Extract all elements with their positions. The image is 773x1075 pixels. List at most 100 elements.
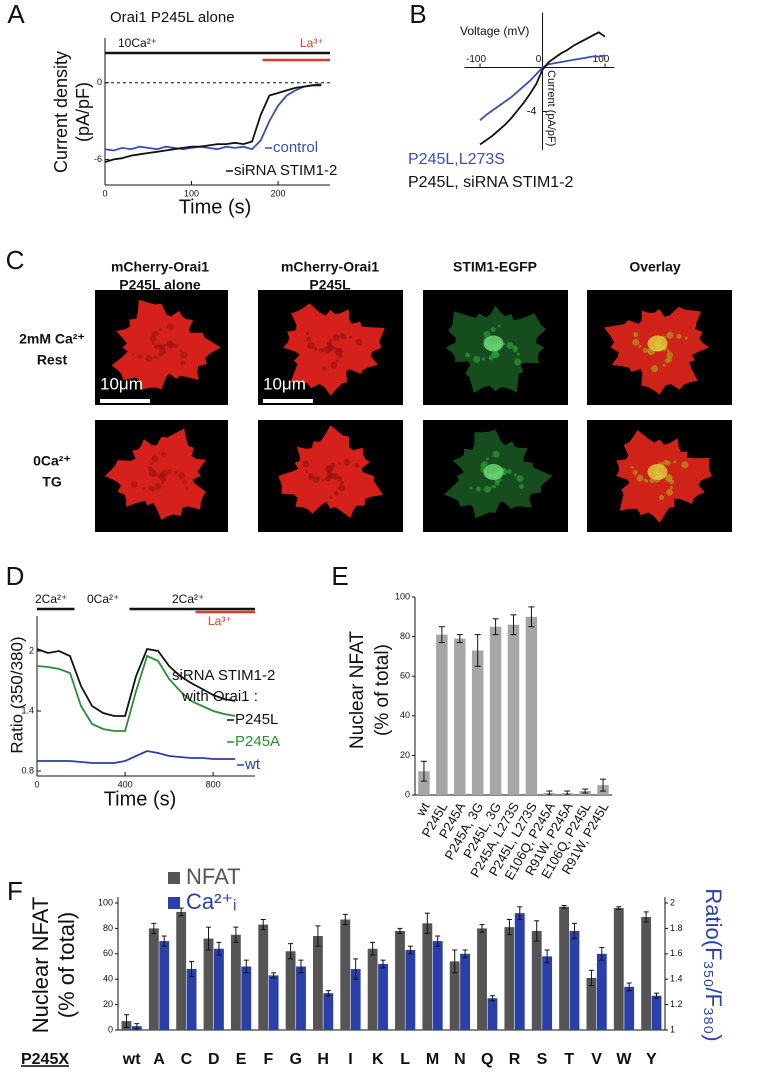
- cell-texture: [649, 478, 655, 484]
- cell-texture: [130, 481, 138, 489]
- cell-texture: [636, 474, 644, 482]
- y-tick-label: 0.8: [21, 765, 34, 775]
- legend-label: P245A: [235, 733, 280, 750]
- x-axis-label: P245X: [21, 1051, 69, 1068]
- cell-texture: [664, 358, 670, 364]
- cell-texture: [319, 348, 325, 354]
- data-line: [36, 647, 236, 717]
- x-tick-label: F: [264, 1051, 274, 1068]
- legend-label: NFAT: [186, 864, 241, 889]
- y-tick-label: 60: [103, 948, 113, 958]
- cell-texture: [149, 468, 157, 476]
- data-line: [104, 84, 322, 163]
- y-axis-label: Nuclear NFAT: [28, 897, 53, 1034]
- panel-letter: E: [331, 561, 348, 591]
- bar: [213, 948, 224, 1030]
- y-tick-label: 40: [400, 710, 410, 720]
- column-header: P245L alone: [119, 277, 201, 293]
- cell-texture: [177, 472, 185, 480]
- x-tick-label: R: [509, 1051, 521, 1068]
- y2-tick-label: 1.4: [670, 974, 683, 984]
- y-axis-label: Ratio (350/380): [7, 636, 26, 753]
- cell-texture: [666, 351, 674, 359]
- bar: [418, 771, 430, 795]
- bar: [525, 616, 538, 795]
- row-label: Rest: [37, 352, 68, 368]
- cell-texture: [339, 482, 343, 486]
- legend-title: siRNA STIM1-2: [172, 667, 275, 684]
- y-tick-label: 0: [405, 789, 410, 799]
- cell-center: [647, 464, 668, 480]
- cell-texture: [333, 490, 339, 496]
- x-axis-label: Voltage (mV): [460, 24, 529, 38]
- legend-label: siRNA STIM1-2: [234, 162, 337, 179]
- cell-texture: [482, 461, 488, 467]
- bar: [651, 995, 662, 1030]
- cell-texture: [469, 486, 473, 490]
- cell-texture: [150, 461, 154, 465]
- cell-texture: [151, 455, 159, 463]
- data-line: [36, 654, 236, 732]
- x-tick-label: A: [153, 1051, 165, 1068]
- bar: [487, 998, 498, 1030]
- y2-tick-label: 1.8: [670, 923, 683, 933]
- cell-texture: [666, 349, 670, 353]
- annotation: 10Ca²⁺: [118, 36, 157, 50]
- cell-texture: [147, 485, 153, 491]
- cell-texture: [665, 460, 671, 466]
- bar: [313, 936, 323, 1030]
- cell-texture: [337, 476, 343, 482]
- cell-texture: [157, 352, 163, 358]
- x-tick-label: N: [454, 1051, 466, 1068]
- bar: [514, 913, 525, 1030]
- bar: [148, 928, 159, 1030]
- panel-letter: B: [409, 0, 426, 29]
- cell-texture: [483, 331, 491, 339]
- bar: [586, 977, 597, 1030]
- cell-center: [483, 335, 504, 352]
- cell-texture: [486, 457, 490, 461]
- cell-texture: [330, 361, 338, 369]
- x-axis-label: Time (s): [104, 788, 177, 810]
- cell-texture: [180, 360, 186, 366]
- cell-texture: [314, 346, 318, 350]
- bar: [471, 650, 484, 795]
- cell-texture: [180, 351, 188, 359]
- scale-bar-label: 10μm: [263, 374, 306, 393]
- cell-texture: [662, 363, 666, 367]
- panel-letter: A: [7, 0, 25, 29]
- bar: [624, 986, 635, 1030]
- x-tick-label: 100: [184, 188, 199, 198]
- cell-texture: [676, 333, 682, 339]
- legend-label: P245L, siRNA STIM1-2: [408, 174, 574, 191]
- x-tick-label: -100: [466, 54, 486, 65]
- cell-texture: [465, 352, 471, 358]
- panel-letter: C: [6, 245, 25, 275]
- cell-texture: [154, 343, 160, 349]
- cell-texture: [131, 352, 135, 356]
- x-tick-label: 100: [593, 54, 610, 65]
- cell-texture: [160, 476, 166, 482]
- cell-texture: [302, 460, 310, 468]
- cell-texture: [167, 341, 175, 349]
- cell-texture: [137, 354, 143, 360]
- x-tick-label: wt: [122, 1051, 141, 1068]
- y-tick-label: 80: [103, 923, 113, 933]
- x-tick-label: 400: [118, 779, 133, 789]
- cell-texture: [154, 482, 162, 490]
- cell-texture: [334, 348, 342, 356]
- cell-texture: [665, 475, 673, 483]
- bar: [258, 924, 269, 1030]
- x-tick-label: T: [564, 1051, 574, 1068]
- annotation: 2Ca²⁺: [35, 592, 67, 606]
- chart-title: Orai1 P245L alone: [110, 9, 235, 26]
- legend-label: control: [273, 139, 318, 156]
- cell-texture: [475, 486, 481, 492]
- y-axis-label: (% of total): [372, 644, 393, 736]
- cell-texture: [473, 355, 481, 363]
- x-tick-label: K: [372, 1051, 384, 1068]
- cell-texture: [185, 485, 189, 489]
- x-tick-label: G: [290, 1051, 302, 1068]
- cell-texture: [160, 474, 163, 478]
